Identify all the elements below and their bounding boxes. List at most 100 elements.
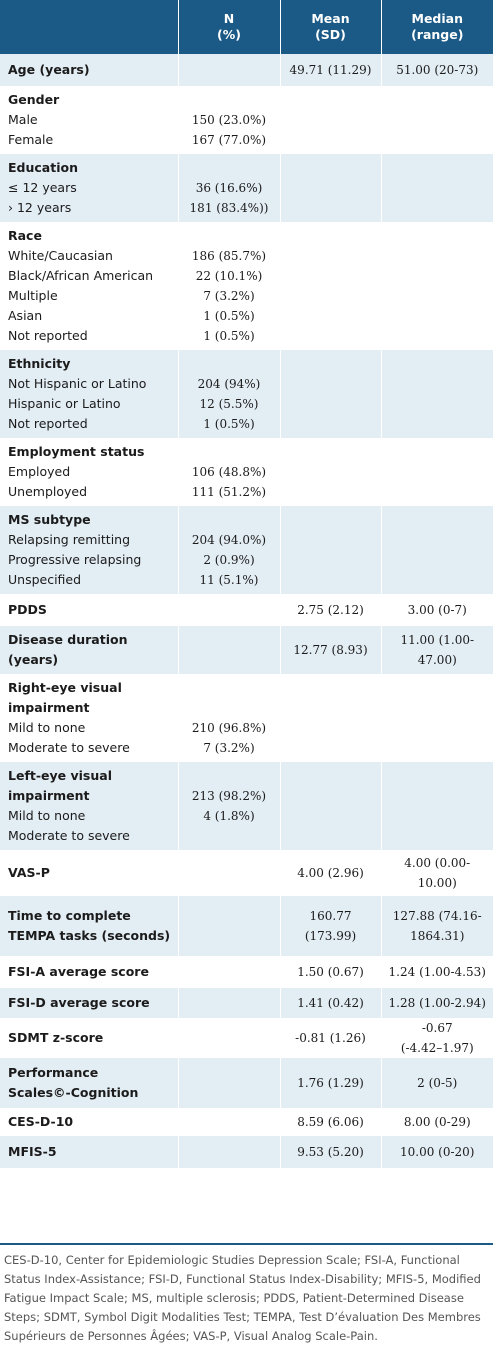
table-row: Ethnicity Not Hispanic or Latino Hispanic … [0, 350, 493, 438]
row-label-cell: PDDS [0, 594, 178, 626]
row-label-cell: Ethnicity Not Hispanic or Latino Hispanic … [0, 350, 178, 438]
median-value: -0.67 (-4.42–1.97) [400, 1021, 474, 1055]
table-row: PDDS 2.75 (2.12) 3.00 (0-7) [0, 594, 493, 626]
n-value: 213 (98.2%) [191, 789, 267, 803]
median-cell [380, 86, 493, 154]
row-subcategory: Mild to none [8, 808, 86, 823]
table-row: FSI-A average score 1.50 (0.67) 1.24 (1.00… [0, 956, 493, 988]
mean-cell [279, 86, 381, 154]
row-subcategory: Not Hispanic or Latino [8, 376, 147, 391]
row-subcategory: ≤ 12 years [8, 180, 77, 195]
row-title: Gender [8, 92, 60, 107]
table-row: Age (years) 49.71 (11.29) 51.00 (20-73) [0, 54, 493, 86]
median-cell [380, 350, 493, 438]
median-value: 1.28 (1.00-2.94) [388, 996, 486, 1010]
median-value: 51.00 (20-73) [396, 63, 479, 77]
n-cell [177, 850, 280, 896]
mean-cell [279, 762, 381, 850]
median-cell: -0.67 (-4.42–1.97) [380, 1018, 493, 1058]
mean-value: 12.77 (8.93) [293, 643, 368, 657]
table-row: Time to complete TEMPA tasks (seconds) 16… [0, 896, 493, 956]
row-subcategory: Black/African American [8, 268, 154, 283]
n-value: 1 (0.5%) [203, 309, 255, 323]
median-cell: 11.00 (1.00- 47.00) [380, 626, 493, 674]
median-cell: 4.00 (0.00- 10.00) [380, 850, 493, 896]
n-value: 186 (85.7%) [191, 249, 267, 263]
table-row: Performance Scales©-Cognition 1.76 (1.29)… [0, 1058, 493, 1108]
median-cell [380, 154, 493, 222]
row-title: FSI-A average score [8, 964, 149, 979]
mean-cell: 1.50 (0.67) [279, 956, 381, 988]
row-subcategory: Female [8, 132, 54, 147]
row-label-cell: Employment status Employed Unemployed [0, 438, 178, 506]
row-subcategory: Unspecified [8, 572, 82, 587]
n-value: 11 (5.1%) [199, 573, 259, 587]
row-subcategory: Not reported [8, 416, 88, 431]
median-value: 4.00 (0.00- 10.00) [404, 856, 471, 890]
median-cell: 10.00 (0-20) [380, 1136, 493, 1168]
table-row: Right-eye visual impairment Mild to none M… [0, 674, 493, 762]
n-value: 204 (94%) [197, 377, 261, 391]
median-cell: 51.00 (20-73) [380, 54, 493, 86]
n-cell [177, 594, 280, 626]
row-subcategory: Not reported [8, 328, 88, 343]
row-label-cell: FSI-D average score [0, 988, 178, 1018]
n-value: 111 (51.2%) [191, 485, 267, 499]
table-footnote: CES-D-10, Center for Epidemiologic Studi… [0, 1243, 493, 1343]
row-subcategory: › 12 years [8, 200, 72, 215]
mean-cell [279, 506, 381, 594]
table-row: Race White/Caucasian Black/African America… [0, 222, 493, 350]
mean-cell: 8.59 (6.06) [279, 1108, 381, 1136]
row-subcategory: Relapsing remitting [8, 532, 131, 547]
n-value: 1 (0.5%) [203, 417, 255, 431]
n-value: 4 (1.8%) [203, 809, 255, 823]
mean-cell: 12.77 (8.93) [279, 626, 381, 674]
row-label-cell: Age (years) [0, 54, 178, 86]
mean-value: 160.77 (173.99) [304, 909, 357, 943]
row-title: CES-D-10 [8, 1114, 74, 1129]
row-title: Performance Scales©-Cognition [8, 1065, 139, 1100]
row-label-cell: Education ≤ 12 years › 12 years [0, 154, 178, 222]
table-row: Disease duration (years) 12.77 (8.93) 11.0… [0, 626, 493, 674]
row-label-cell: Race White/Caucasian Black/African America… [0, 222, 178, 350]
header-blank [0, 0, 178, 54]
n-value: 1 (0.5%) [203, 329, 255, 343]
row-title: Disease duration (years) [8, 632, 128, 667]
header-mean: Mean (SD) [279, 0, 381, 54]
row-title: VAS-P [8, 865, 50, 880]
n-value: 204 (94.0%) [191, 533, 267, 547]
mean-cell [279, 438, 381, 506]
mean-cell [279, 154, 381, 222]
n-value: 210 (96.8%) [191, 721, 267, 735]
n-cell: 36 (16.6%) 181 (83.4%)) [177, 154, 280, 222]
header-median: Median (range) [380, 0, 493, 54]
row-title: PDDS [8, 602, 47, 617]
median-cell [380, 762, 493, 850]
table-row: MS subtype Relapsing remitting Progressive… [0, 506, 493, 594]
median-cell [380, 674, 493, 762]
table-row: Education ≤ 12 years › 12 years 36 (16.6%) 1… [0, 154, 493, 222]
mean-value: 8.59 (6.06) [297, 1115, 364, 1129]
mean-cell [279, 222, 381, 350]
mean-value: 9.53 (5.20) [297, 1145, 364, 1159]
mean-cell: 2.75 (2.12) [279, 594, 381, 626]
mean-cell: 9.53 (5.20) [279, 1136, 381, 1168]
row-title: Education [8, 160, 78, 175]
row-subcategory: Progressive relapsing [8, 552, 142, 567]
row-subcategory: Multiple [8, 288, 58, 303]
n-value: 7 (3.2%) [203, 741, 255, 755]
mean-value: 1.50 (0.67) [297, 965, 364, 979]
median-value: 127.88 (74.16- 1864.31) [392, 909, 482, 943]
row-subcategory: Moderate to severe [8, 828, 130, 843]
mean-cell: 1.41 (0.42) [279, 988, 381, 1018]
table-row: CES-D-10 8.59 (6.06) 8.00 (0-29) [0, 1108, 493, 1136]
row-label-cell: VAS-P [0, 850, 178, 896]
n-value: 22 (10.1%) [195, 269, 263, 283]
n-cell [177, 896, 280, 956]
table-row: SDMT z-score -0.81 (1.26) -0.67 (-4.42–1.9… [0, 1018, 493, 1058]
demographics-table: N (%) Mean (SD) Median (range) Age (year… [0, 0, 493, 1168]
row-subcategory: White/Caucasian [8, 248, 113, 263]
n-value: 181 (83.4%)) [189, 201, 269, 215]
n-cell [177, 54, 280, 86]
